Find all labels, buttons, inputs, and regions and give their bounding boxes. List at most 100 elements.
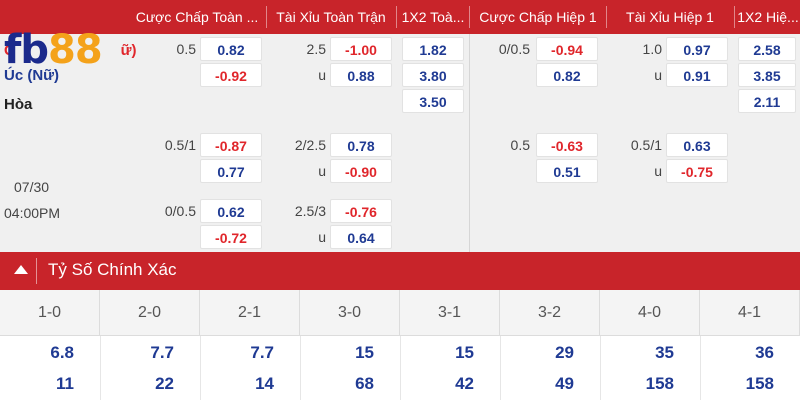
- home-team-initial: G: [4, 42, 16, 59]
- away-team-name: Úc (Nữ): [4, 67, 60, 84]
- logo-88: 88: [48, 27, 103, 73]
- column-divider: [100, 336, 101, 400]
- hdp-away-odds[interactable]: 0.77: [200, 159, 262, 183]
- h1-ou-line: 0.5/1: [630, 137, 662, 153]
- match-time: 04:00PM: [4, 205, 61, 221]
- score-home-odds[interactable]: 7.7: [250, 343, 274, 362]
- odds-table: Cược Chấp Toàn ... Tài Xỉu Toàn Trận 1X2…: [0, 0, 800, 252]
- 1x2-draw-odds[interactable]: 3.50: [402, 89, 464, 113]
- score-header: 3-0: [300, 290, 400, 336]
- h1-hdp-home-odds[interactable]: -0.63: [536, 133, 598, 157]
- ou-under-label: u: [318, 163, 326, 179]
- header-h1-over-under[interactable]: Tài Xỉu Hiệp 1: [626, 9, 714, 25]
- fb88-logo: fb88: [4, 27, 103, 73]
- column-divider: [700, 336, 701, 400]
- correct-score-divider: [36, 258, 37, 284]
- h1-1x2-draw-odds[interactable]: 2.11: [738, 89, 796, 113]
- 1x2-home-odds[interactable]: 1.82: [402, 37, 464, 61]
- score-away-odds[interactable]: 14: [255, 374, 274, 393]
- h1-ou-under-label: u: [654, 67, 662, 83]
- h1-1x2-away-odds[interactable]: 3.85: [738, 63, 796, 87]
- score-home-odds[interactable]: 15: [355, 343, 374, 362]
- score-home-odds[interactable]: 35: [655, 343, 674, 362]
- score-away-odds[interactable]: 11: [56, 374, 74, 393]
- hdp-away-odds[interactable]: -0.92: [200, 63, 262, 87]
- h1-ou-over-odds[interactable]: 0.63: [666, 133, 728, 157]
- h1-hdp-line: 0.5: [510, 137, 530, 153]
- score-header: 1-0: [0, 290, 100, 336]
- match-date: 07/30: [14, 179, 50, 195]
- score-header: 3-2: [500, 290, 600, 336]
- h1-hdp-line: 0/0.5: [498, 41, 530, 57]
- h1-hdp-home-odds[interactable]: -0.94: [536, 37, 598, 61]
- header-divider: [734, 6, 735, 28]
- score-header: 2-1: [200, 290, 300, 336]
- score-home-odds[interactable]: 36: [755, 343, 774, 362]
- score-header: 2-0: [100, 290, 200, 336]
- hdp-away-odds[interactable]: -0.72: [200, 225, 262, 249]
- column-divider: [300, 336, 301, 400]
- score-away-odds[interactable]: 22: [155, 374, 174, 393]
- hdp-home-odds[interactable]: -0.87: [200, 133, 262, 157]
- column-divider: [200, 336, 201, 400]
- column-divider: [600, 336, 601, 400]
- hdp-home-odds[interactable]: 0.62: [200, 199, 262, 223]
- score-header: 4-0: [600, 290, 700, 336]
- score-home-odds[interactable]: 15: [455, 343, 474, 362]
- half-divider: [469, 34, 470, 252]
- score-away-odds[interactable]: 49: [555, 374, 574, 393]
- score-away-odds[interactable]: 158: [745, 374, 774, 393]
- home-team-suffix: ữ): [120, 42, 137, 59]
- logo-fb: fb: [4, 27, 49, 73]
- column-divider: [500, 336, 501, 400]
- score-home-odds[interactable]: 29: [555, 343, 574, 362]
- h1-ou-line: 1.0: [642, 41, 662, 57]
- correct-score-grid: 1-0 2-0 2-1 3-0 3-1 3-2 4-0 4-1 6.8 7.7 …: [0, 290, 800, 400]
- h1-hdp-away-odds[interactable]: 0.51: [536, 159, 598, 183]
- 1x2-away-odds[interactable]: 3.80: [402, 63, 464, 87]
- ou-under-odds[interactable]: 0.88: [330, 63, 392, 87]
- header-divider: [266, 6, 267, 28]
- column-divider: [400, 336, 401, 400]
- collapse-arrow-icon[interactable]: [14, 265, 28, 274]
- h1-1x2-home-odds[interactable]: 2.58: [738, 37, 796, 61]
- draw-label: Hòa: [4, 96, 33, 113]
- ou-under-label: u: [318, 229, 326, 245]
- odds-header: Cược Chấp Toàn ... Tài Xỉu Toàn Trận 1X2…: [0, 0, 800, 34]
- h1-ou-under-odds[interactable]: 0.91: [666, 63, 728, 87]
- header-full-over-under[interactable]: Tài Xỉu Toàn Trận: [276, 9, 386, 25]
- hdp-line: 0.5/1: [164, 137, 196, 153]
- header-h1-handicap[interactable]: Cược Chấp Hiệp 1: [479, 9, 597, 25]
- h1-hdp-away-odds[interactable]: 0.82: [536, 63, 598, 87]
- ou-under-label: u: [318, 67, 326, 83]
- score-away-odds[interactable]: 68: [355, 374, 374, 393]
- ou-over-odds[interactable]: -0.76: [330, 199, 392, 223]
- header-divider: [396, 6, 397, 28]
- ou-line: 2.5/3: [294, 203, 326, 219]
- header-divider: [606, 6, 607, 28]
- ou-over-odds[interactable]: -1.00: [330, 37, 392, 61]
- header-divider: [469, 6, 470, 28]
- score-header: 3-1: [400, 290, 500, 336]
- hdp-line: 0/0.5: [164, 203, 196, 219]
- ou-under-odds[interactable]: -0.90: [330, 159, 392, 183]
- correct-score-bar[interactable]: Tỷ Số Chính Xác: [0, 252, 800, 290]
- ou-line: 2/2.5: [294, 137, 326, 153]
- header-full-1x2[interactable]: 1X2 Toà...: [401, 9, 465, 25]
- h1-ou-under-label: u: [654, 163, 662, 179]
- hdp-home-odds[interactable]: 0.82: [200, 37, 262, 61]
- ou-over-odds[interactable]: 0.78: [330, 133, 392, 157]
- correct-score-title: Tỷ Số Chính Xác: [48, 260, 177, 279]
- score-away-odds[interactable]: 158: [645, 374, 674, 393]
- header-full-handicap[interactable]: Cược Chấp Toàn ...: [135, 9, 259, 25]
- score-home-odds[interactable]: 7.7: [150, 343, 174, 362]
- ou-line: 2.5: [306, 41, 326, 57]
- ou-under-odds[interactable]: 0.64: [330, 225, 392, 249]
- hdp-line: 0.5: [176, 41, 196, 57]
- score-away-odds[interactable]: 42: [455, 374, 474, 393]
- h1-ou-over-odds[interactable]: 0.97: [666, 37, 728, 61]
- score-home-odds[interactable]: 6.8: [50, 343, 74, 362]
- header-h1-1x2[interactable]: 1X2 Hiệ...: [737, 9, 799, 25]
- h1-ou-under-odds[interactable]: -0.75: [666, 159, 728, 183]
